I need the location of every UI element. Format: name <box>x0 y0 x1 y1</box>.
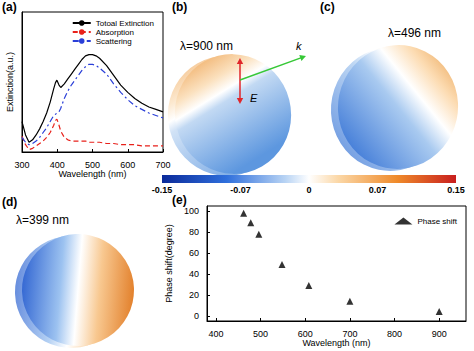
svg-text:-0.15: -0.15 <box>152 185 173 195</box>
svg-text:Wavelength (nm): Wavelength (nm) <box>58 169 126 179</box>
svg-text:(c): (c) <box>320 0 335 14</box>
svg-text:500: 500 <box>85 160 100 170</box>
svg-text:-0.07: -0.07 <box>230 185 251 195</box>
svg-text:60: 60 <box>189 248 199 258</box>
svg-text:0.07: 0.07 <box>369 185 387 195</box>
svg-text:700: 700 <box>155 160 170 170</box>
svg-text:0.15: 0.15 <box>447 185 465 195</box>
svg-text:Phase shift: Phase shift <box>417 217 457 226</box>
svg-text:600: 600 <box>120 160 135 170</box>
svg-text:Extinction(a.u.): Extinction(a.u.) <box>5 52 15 112</box>
svg-text:λ=399 nm: λ=399 nm <box>16 213 69 227</box>
svg-text:600: 600 <box>298 329 313 339</box>
svg-text:λ=496 nm: λ=496 nm <box>388 26 441 40</box>
svg-text:500: 500 <box>253 329 268 339</box>
svg-text:(e): (e) <box>172 193 187 207</box>
svg-text:Totoal Extinction: Totoal Extinction <box>96 19 154 28</box>
svg-text:900: 900 <box>432 329 447 339</box>
svg-text:Scattering: Scattering <box>96 37 132 46</box>
svg-text:k: k <box>296 40 302 52</box>
svg-text:0: 0 <box>306 185 311 195</box>
svg-text:400: 400 <box>50 160 65 170</box>
svg-text:Absorption: Absorption <box>96 28 134 37</box>
svg-text:Wavelength (nm): Wavelength (nm) <box>302 338 370 348</box>
svg-text:700: 700 <box>342 329 357 339</box>
svg-text:400: 400 <box>208 329 223 339</box>
svg-text:100: 100 <box>184 206 199 216</box>
svg-text:20: 20 <box>189 290 199 300</box>
svg-text:(a): (a) <box>2 0 17 14</box>
svg-text:λ=900 nm: λ=900 nm <box>180 39 233 53</box>
svg-text:0: 0 <box>194 311 199 321</box>
svg-text:Phase shift(degree): Phase shift(degree) <box>164 224 174 303</box>
svg-text:80: 80 <box>189 227 199 237</box>
svg-text:800: 800 <box>387 329 402 339</box>
svg-text:E: E <box>250 92 258 104</box>
svg-text:40: 40 <box>189 269 199 279</box>
svg-text:(d): (d) <box>2 195 17 209</box>
svg-text:300: 300 <box>14 160 29 170</box>
svg-text:(b): (b) <box>172 0 187 14</box>
